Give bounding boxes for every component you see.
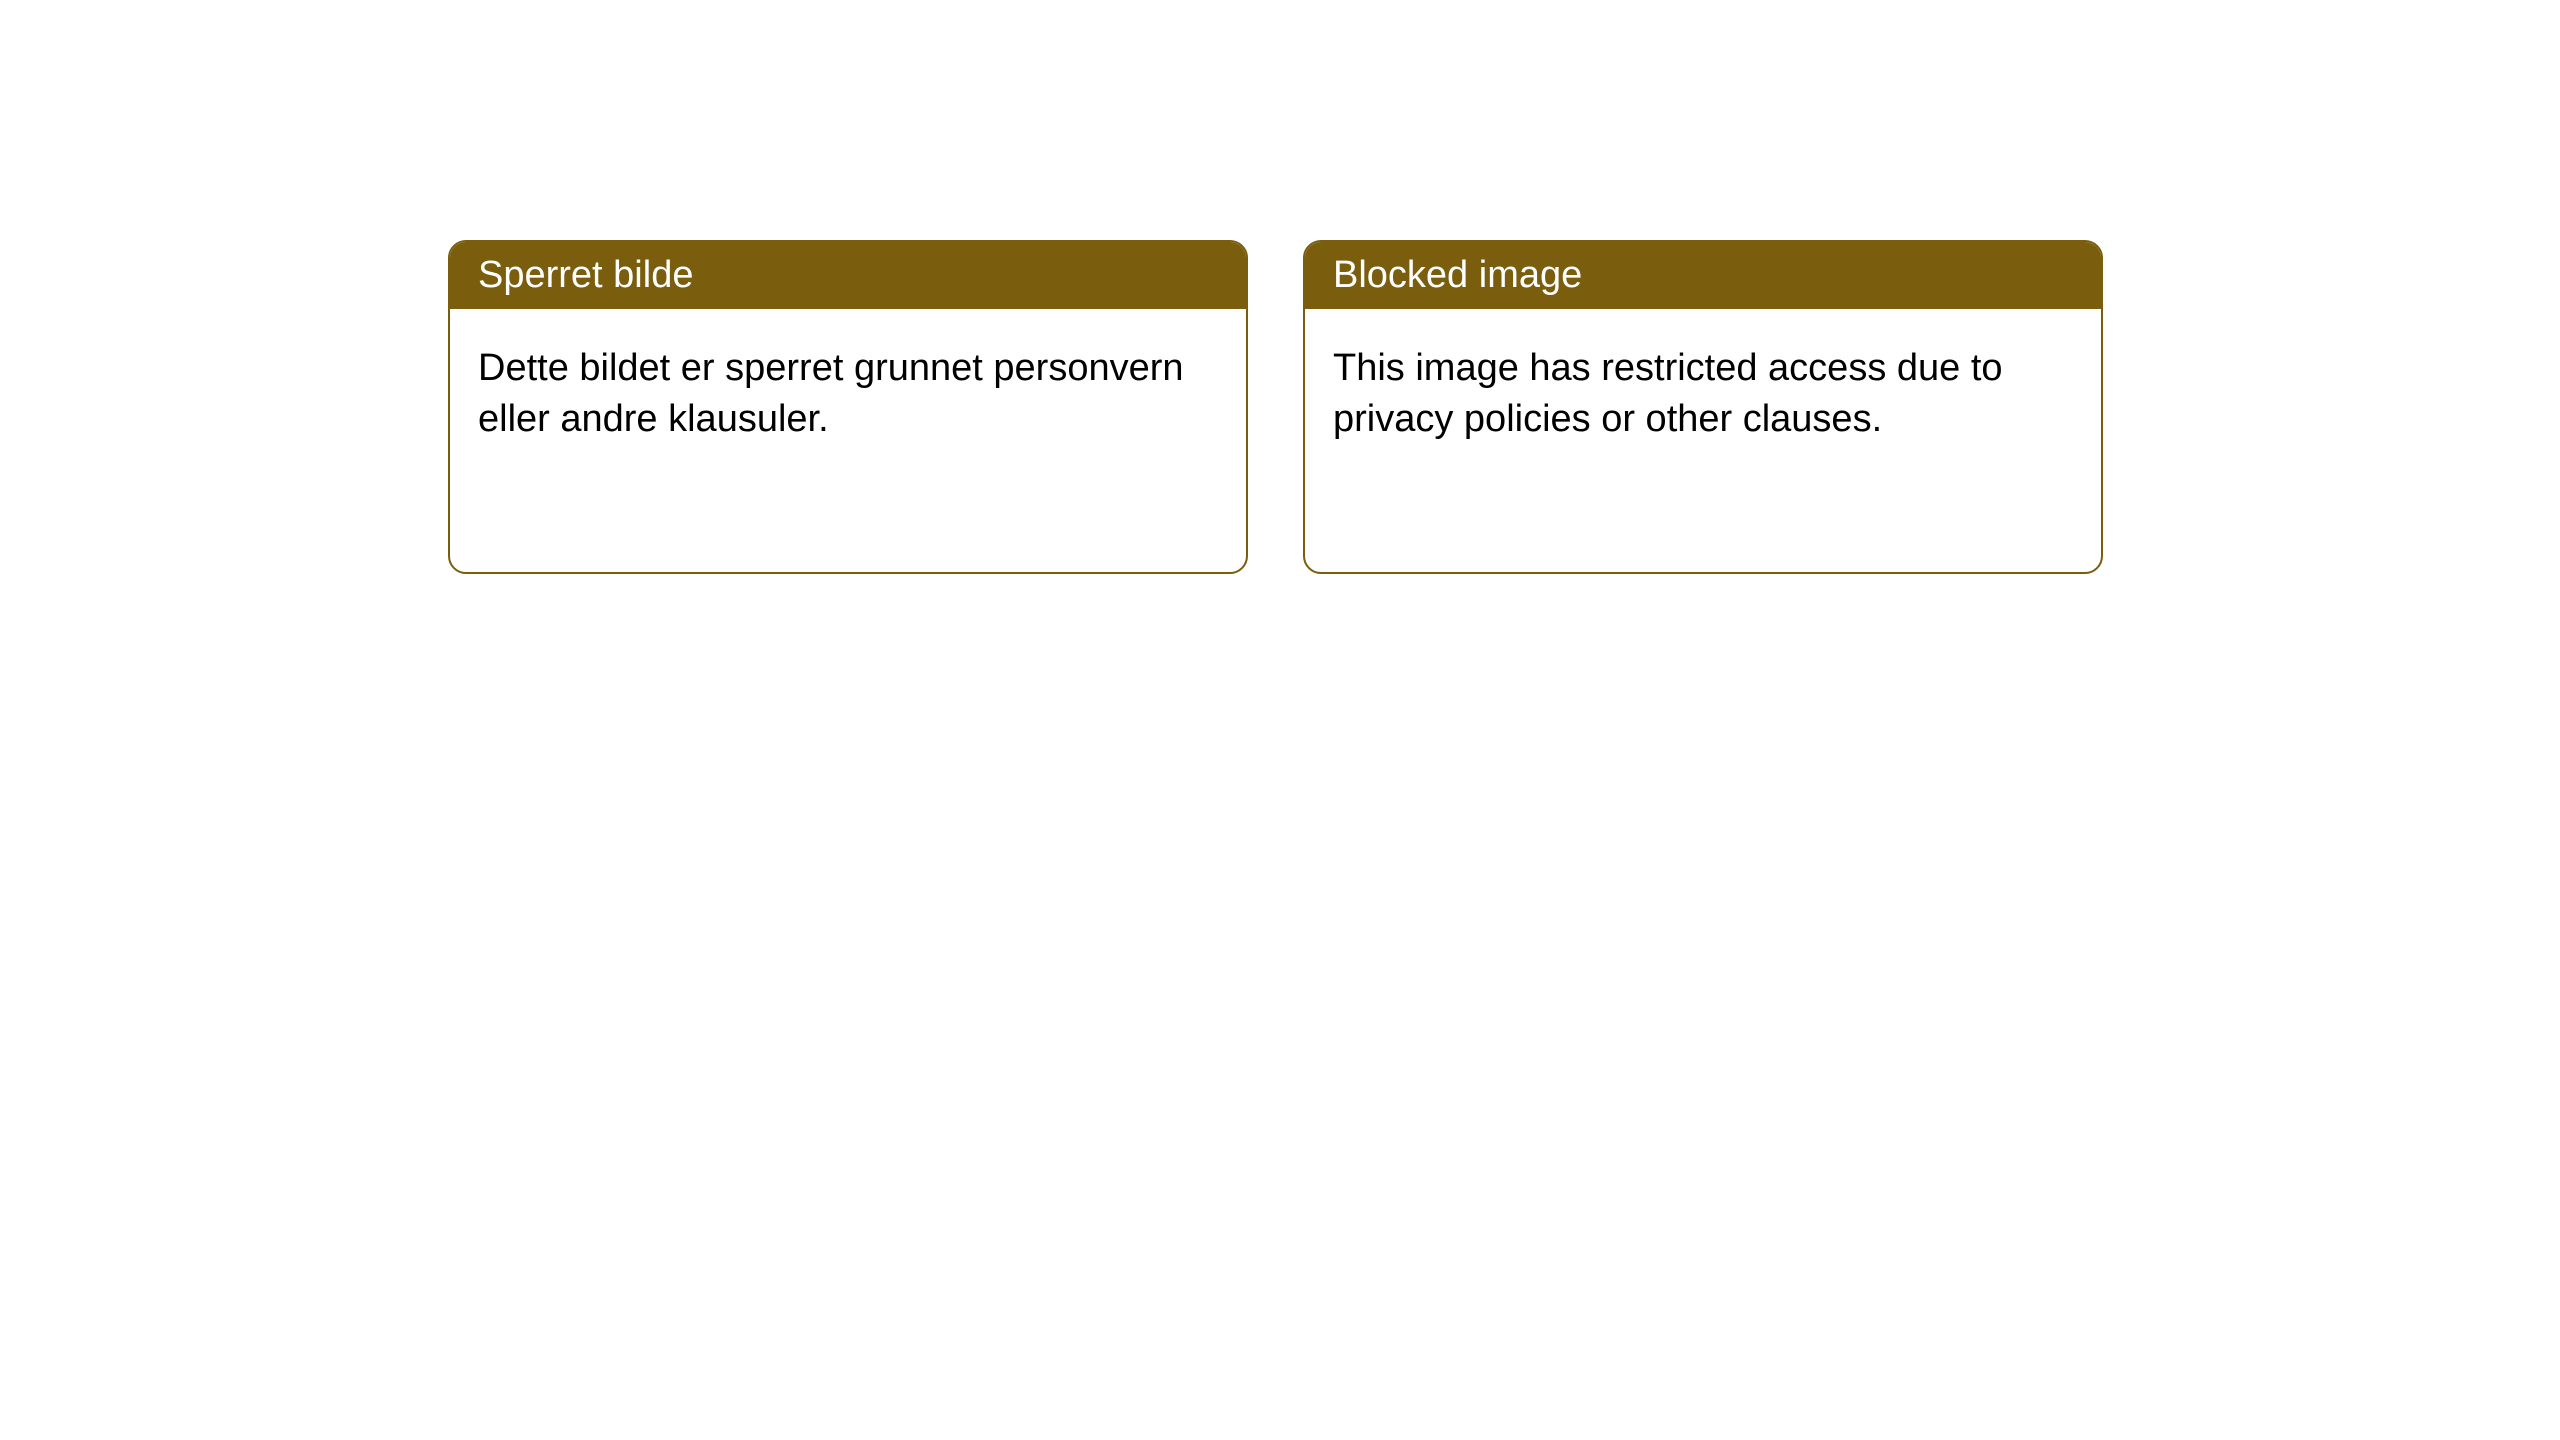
- card-message: Dette bildet er sperret grunnet personve…: [478, 347, 1184, 440]
- notice-container: Sperret bilde Dette bildet er sperret gr…: [448, 240, 2103, 574]
- notice-card-norwegian: Sperret bilde Dette bildet er sperret gr…: [448, 240, 1248, 574]
- card-message: This image has restricted access due to …: [1333, 347, 2003, 440]
- card-body: This image has restricted access due to …: [1305, 309, 2101, 480]
- card-header: Sperret bilde: [450, 242, 1246, 309]
- card-body: Dette bildet er sperret grunnet personve…: [450, 309, 1246, 480]
- card-header: Blocked image: [1305, 242, 2101, 309]
- card-title: Blocked image: [1333, 254, 1582, 296]
- card-title: Sperret bilde: [478, 254, 693, 296]
- notice-card-english: Blocked image This image has restricted …: [1303, 240, 2103, 574]
